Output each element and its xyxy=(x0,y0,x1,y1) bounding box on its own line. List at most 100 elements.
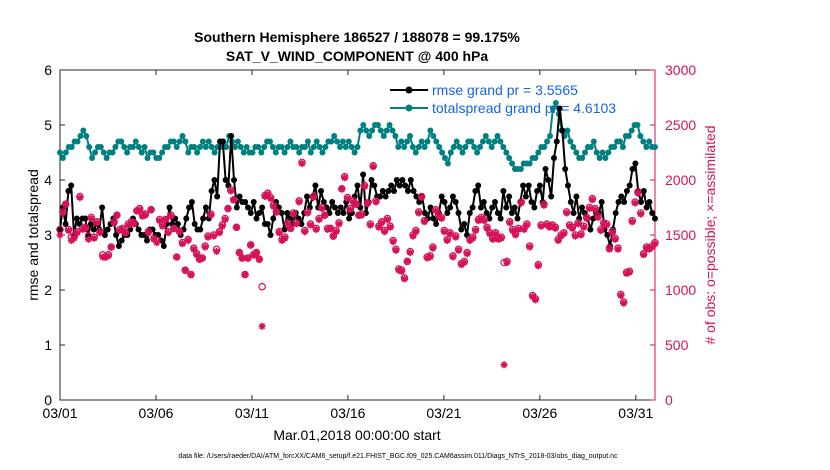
series-point xyxy=(629,166,636,172)
series-point xyxy=(267,138,273,145)
obs-assimilated-marker xyxy=(395,266,403,274)
series-point xyxy=(166,204,173,211)
obs-assimilated-marker xyxy=(452,233,460,241)
obs-assimilated-marker xyxy=(640,251,648,259)
obs-assimilated-marker xyxy=(523,221,531,229)
obs-assimilated-marker xyxy=(264,190,272,198)
series-point xyxy=(433,221,440,227)
obs-assimilated-marker xyxy=(608,229,616,237)
series-point xyxy=(191,144,198,150)
series-point xyxy=(76,221,83,227)
series-point xyxy=(517,166,524,172)
series-point xyxy=(269,144,276,150)
obs-assimilated-marker xyxy=(634,189,642,197)
obs-assimilated-marker xyxy=(551,224,559,232)
series-point xyxy=(380,133,387,139)
obs-assimilated-marker xyxy=(56,231,64,239)
series-point xyxy=(237,144,244,150)
series-point xyxy=(159,149,166,156)
legend-label-totalspread: totalspread grand pr = 4.6103 xyxy=(432,100,616,116)
y-tick-right-label: 500 xyxy=(665,337,689,353)
series-point xyxy=(185,149,192,156)
series-point xyxy=(264,221,271,227)
obs-assimilated-marker xyxy=(230,196,238,204)
series-point xyxy=(170,138,177,145)
series-point xyxy=(573,149,580,156)
obs-assimilated-marker xyxy=(492,230,500,238)
obs-assimilated-marker xyxy=(238,254,246,262)
series-point xyxy=(412,149,419,156)
obs-assimilated-marker xyxy=(250,251,258,259)
series-point xyxy=(284,210,291,216)
series-point xyxy=(447,149,454,156)
series-point xyxy=(492,199,498,205)
obs-assimilated-marker xyxy=(352,200,360,208)
series-point xyxy=(345,138,352,145)
series-point xyxy=(182,138,189,145)
x-tick-label: 03/21 xyxy=(426,405,461,421)
series-point xyxy=(567,138,574,145)
series-point xyxy=(101,232,108,238)
series-point xyxy=(99,204,106,211)
obs-assimilated-marker xyxy=(252,249,260,257)
obs-assimilated-marker xyxy=(204,233,212,241)
series-point xyxy=(548,193,555,200)
obs-assimilated-marker xyxy=(201,243,209,251)
y-tick-right-label: 1000 xyxy=(665,282,696,298)
obs-assimilated-marker xyxy=(435,212,443,220)
series-point xyxy=(174,221,181,227)
series-point xyxy=(245,204,251,211)
series-point xyxy=(205,138,212,145)
series-point xyxy=(628,127,635,134)
obs-assimilated-marker xyxy=(418,194,426,202)
series-point xyxy=(393,177,400,183)
obs-assimilated-marker xyxy=(620,299,628,307)
series-point xyxy=(407,177,414,183)
obs-assimilated-marker xyxy=(113,211,121,219)
obs-assimilated-marker xyxy=(554,237,562,244)
obs-assimilated-marker xyxy=(437,215,445,222)
series-point xyxy=(223,144,230,150)
series-point xyxy=(596,155,603,161)
obs-assimilated-marker xyxy=(301,228,309,236)
series-point xyxy=(547,133,553,139)
obs-assimilated-marker xyxy=(156,217,164,225)
series-point xyxy=(545,177,552,183)
obs-assimilated-marker xyxy=(611,235,619,243)
y-tick-right-label: 2000 xyxy=(665,172,696,188)
series-point xyxy=(553,138,560,145)
series-point xyxy=(68,182,75,189)
data-file-note: data file: /Users/raeder/DAI/ATM_forcXX/… xyxy=(178,453,618,460)
series-point xyxy=(109,149,116,156)
obs-assimilated-marker xyxy=(392,246,400,254)
obs-assimilated-marker xyxy=(500,361,508,369)
obs-assimilated-marker xyxy=(637,210,645,218)
series-point xyxy=(258,149,265,156)
series-point xyxy=(542,166,549,172)
obs-assimilated-marker xyxy=(571,232,579,240)
series-point xyxy=(331,133,338,139)
series-point xyxy=(612,210,619,216)
series-point xyxy=(194,149,201,156)
series-point xyxy=(156,155,163,161)
series-point xyxy=(312,182,319,189)
series-point xyxy=(617,138,623,145)
obs-assimilated-marker xyxy=(59,209,67,217)
series-point xyxy=(514,215,521,222)
obs-assimilated-marker xyxy=(150,235,158,243)
y-tick-right-label: 3000 xyxy=(665,62,696,78)
obs-assimilated-marker xyxy=(284,220,292,228)
series-point xyxy=(506,193,513,200)
obs-assimilated-marker xyxy=(449,253,457,261)
series-point xyxy=(121,144,128,150)
series-point xyxy=(461,221,468,227)
series-point xyxy=(549,105,556,112)
series-point xyxy=(634,122,641,128)
x-axis: 03/01 03/06 03/11 03/16 03/21 03/26 03/31 xyxy=(42,70,654,421)
obs-assimilated-marker xyxy=(207,211,215,219)
series-point xyxy=(649,210,656,216)
obs-assimilated-marker xyxy=(474,217,482,225)
series-point xyxy=(611,144,618,150)
obs-assimilated-marker xyxy=(503,259,511,266)
series-point xyxy=(57,149,63,156)
